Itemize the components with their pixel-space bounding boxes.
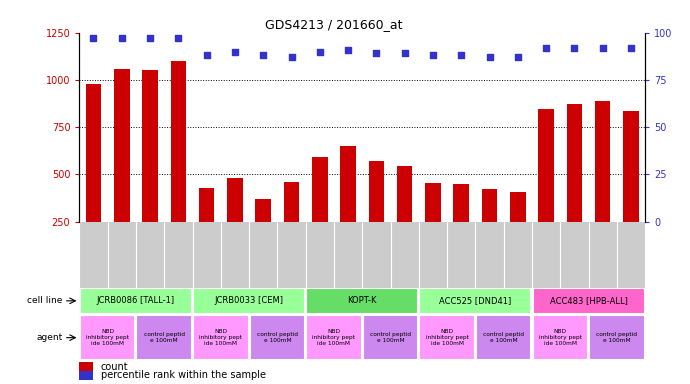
Point (116, 35, 128, 41)
Point (343, 46, 354, 53)
Point (484, 54, 495, 60)
Bar (312, 157, 328, 222)
Point (315, 48, 326, 55)
Text: NBD
inhibitory pept
ide 100mM: NBD inhibitory pept ide 100mM (86, 329, 129, 346)
Bar (363, 315, 418, 360)
Text: percentile rank within the sample: percentile rank within the sample (101, 371, 266, 381)
Bar (114, 68, 130, 222)
Bar (284, 182, 299, 222)
Bar (397, 166, 413, 222)
Bar (476, 315, 531, 360)
Bar (368, 161, 384, 222)
Text: NBD
inhibitory pept
ide 100mM: NBD inhibitory pept ide 100mM (539, 329, 582, 346)
Bar (566, 104, 582, 222)
Point (145, 35, 156, 41)
Bar (170, 61, 186, 222)
Text: KOPT-K: KOPT-K (348, 296, 377, 305)
Point (400, 50, 411, 56)
Point (371, 50, 382, 56)
Point (172, 35, 184, 41)
Bar (595, 101, 611, 222)
Bar (80, 288, 192, 313)
Bar (453, 184, 469, 222)
Text: control peptid
e 100mM: control peptid e 100mM (144, 332, 185, 343)
Bar (533, 288, 644, 313)
Bar (420, 315, 475, 360)
Bar (86, 84, 101, 222)
Bar (80, 315, 135, 360)
Bar (250, 315, 305, 360)
Bar (79, 371, 94, 380)
Bar (193, 288, 305, 313)
Text: ACC483 [HPB-ALL]: ACC483 [HPB-ALL] (550, 296, 627, 305)
Bar (142, 70, 158, 222)
Point (258, 52, 269, 58)
Text: control peptid
e 100mM: control peptid e 100mM (483, 332, 524, 343)
Title: GDS4213 / 201660_at: GDS4213 / 201660_at (265, 18, 403, 31)
Point (598, 45, 609, 51)
Text: ACC525 [DND41]: ACC525 [DND41] (440, 296, 511, 305)
Text: NBD
inhibitory pept
ide 100mM: NBD inhibitory pept ide 100mM (199, 329, 242, 346)
Point (428, 52, 439, 58)
Bar (79, 362, 94, 371)
Text: count: count (101, 362, 128, 372)
Point (626, 45, 637, 51)
Text: agent: agent (36, 333, 62, 342)
Text: control peptid
e 100mM: control peptid e 100mM (370, 332, 411, 343)
Bar (306, 288, 418, 313)
Bar (623, 111, 639, 222)
Bar (533, 315, 588, 360)
Text: JCRB0086 [TALL-1]: JCRB0086 [TALL-1] (97, 296, 175, 305)
Point (88, 35, 99, 41)
Bar (199, 187, 215, 222)
Text: NBD
inhibitory pept
ide 100mM: NBD inhibitory pept ide 100mM (426, 329, 469, 346)
Bar (538, 109, 554, 222)
Point (456, 52, 467, 58)
Point (286, 54, 297, 60)
Text: control peptid
e 100mM: control peptid e 100mM (257, 332, 298, 343)
Bar (340, 146, 356, 222)
Bar (227, 178, 243, 222)
Text: JCRB0033 [CEM]: JCRB0033 [CEM] (215, 296, 284, 305)
Bar (255, 199, 271, 222)
Text: NBD
inhibitory pept
ide 100mM: NBD inhibitory pept ide 100mM (313, 329, 355, 346)
Point (230, 48, 241, 55)
Point (512, 54, 524, 60)
Bar (193, 315, 248, 360)
Point (541, 45, 552, 51)
Bar (482, 189, 497, 222)
Text: cell line: cell line (27, 296, 62, 305)
Point (569, 45, 580, 51)
Bar (510, 192, 526, 222)
Bar (420, 288, 531, 313)
Point (201, 52, 213, 58)
Bar (306, 315, 362, 360)
Text: control peptid
e 100mM: control peptid e 100mM (596, 332, 638, 343)
Bar (425, 183, 441, 222)
Bar (137, 315, 192, 360)
Bar (589, 315, 644, 360)
